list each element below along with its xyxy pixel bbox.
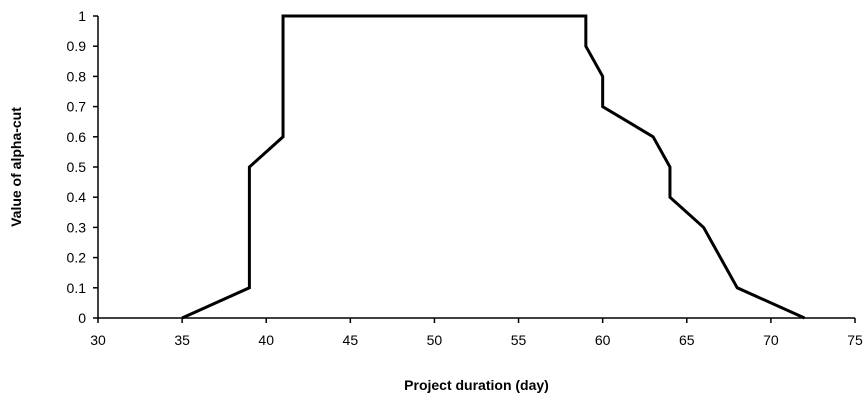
x-axis-ticks: 30 35 40 45 50 55 60 65 70 75 [90,318,863,348]
x-tick-label: 50 [427,332,443,348]
x-tick-label: 70 [763,332,779,348]
x-tick-label: 65 [679,332,695,348]
x-tick-label: 55 [511,332,527,348]
y-tick-label: 0.4 [67,189,87,205]
y-tick-label: 1 [78,8,86,24]
x-tick-label: 40 [258,332,274,348]
y-tick-label: 0.6 [67,129,87,145]
y-tick-label: 0.8 [67,68,87,84]
x-axis-title: Project duration (day) [404,377,549,393]
y-tick-label: 0.3 [67,219,87,235]
y-tick-label: 0.7 [67,99,87,115]
x-tick-label: 75 [847,332,863,348]
y-tick-label: 0.5 [67,159,87,175]
x-tick-label: 35 [174,332,190,348]
y-tick-label: 0.9 [67,38,87,54]
y-tick-label: 0 [78,310,86,326]
y-axis-ticks: 0 0.1 0.2 0.3 0.4 0.5 0.6 0.7 0.8 0.9 1 [67,8,98,326]
y-axis-title: Value of alpha-cut [8,107,24,227]
y-tick-label: 0.1 [67,280,87,296]
series-line [181,14,806,320]
x-tick-label: 60 [595,332,611,348]
x-tick-label: 30 [90,332,106,348]
y-tick-label: 0.2 [67,250,87,266]
x-tick-label: 45 [343,332,359,348]
